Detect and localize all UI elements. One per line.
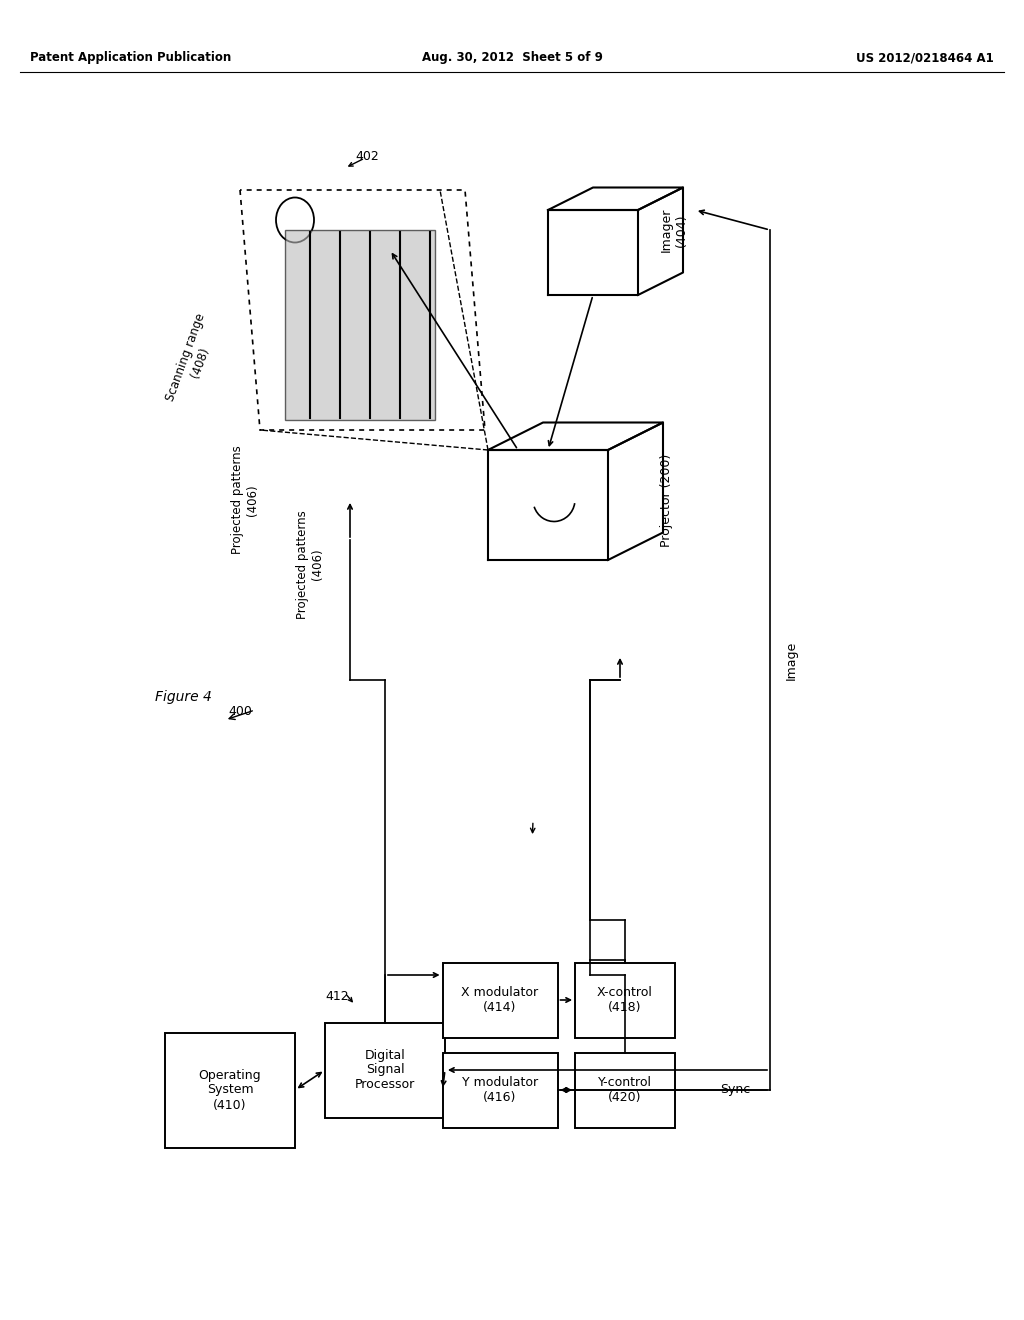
Polygon shape — [285, 230, 435, 420]
Bar — [575, 1052, 675, 1127]
Text: Projected patterns
(406): Projected patterns (406) — [296, 510, 324, 619]
Text: Y modulator
(416): Y modulator (416) — [462, 1076, 538, 1104]
Text: Projected patterns
(406): Projected patterns (406) — [231, 446, 259, 554]
Text: Sync: Sync — [720, 1084, 751, 1097]
Text: 400: 400 — [228, 705, 252, 718]
Text: Image: Image — [785, 640, 798, 680]
Text: US 2012/0218464 A1: US 2012/0218464 A1 — [856, 51, 994, 65]
Text: Operating
System
(410): Operating System (410) — [199, 1068, 261, 1111]
Text: Aug. 30, 2012  Sheet 5 of 9: Aug. 30, 2012 Sheet 5 of 9 — [422, 51, 602, 65]
Bar — [325, 1023, 445, 1118]
Bar — [442, 962, 557, 1038]
Text: Y-control
(420): Y-control (420) — [598, 1076, 652, 1104]
Text: Figure 4: Figure 4 — [155, 690, 212, 704]
Bar — [575, 962, 675, 1038]
Bar — [165, 1032, 295, 1147]
Bar — [442, 1052, 557, 1127]
Text: Projector (200): Projector (200) — [660, 453, 673, 546]
Text: 412: 412 — [325, 990, 348, 1003]
Text: Scanning range
(408): Scanning range (408) — [164, 312, 222, 408]
Text: Imager
(404): Imager (404) — [660, 207, 688, 252]
Text: X-control
(418): X-control (418) — [597, 986, 653, 1014]
Text: 402: 402 — [355, 150, 379, 162]
Text: X modulator
(414): X modulator (414) — [462, 986, 539, 1014]
Text: Digital
Signal
Processor: Digital Signal Processor — [355, 1048, 415, 1092]
Text: Patent Application Publication: Patent Application Publication — [30, 51, 231, 65]
